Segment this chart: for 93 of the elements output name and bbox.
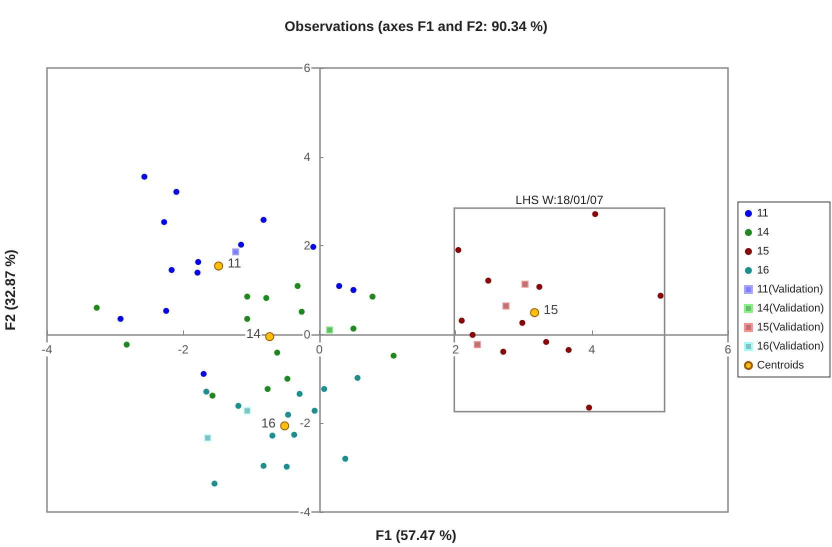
point (260, 216, 267, 223)
point (455, 247, 462, 254)
point (285, 412, 292, 418)
point (118, 316, 124, 322)
point (310, 244, 316, 250)
point (161, 219, 168, 226)
point (326, 326, 334, 334)
point (458, 318, 465, 324)
point (94, 304, 100, 311)
y-tick-label: 0 (304, 327, 311, 342)
point (298, 308, 305, 315)
point (502, 302, 510, 310)
x-tick-label: 2 (452, 342, 460, 356)
point (592, 211, 598, 218)
point (536, 284, 542, 290)
x-tick-label: 0 (316, 342, 324, 356)
point (566, 346, 572, 353)
point (244, 294, 250, 300)
legend-label: 11 (756, 208, 768, 220)
point (173, 188, 180, 195)
y-tick-label: 4 (304, 150, 311, 164)
annotation: 16 (261, 415, 276, 430)
x-tick-label: 6 (724, 342, 732, 356)
legend-label: Centroids (756, 360, 805, 372)
point (200, 370, 207, 377)
point (141, 174, 148, 180)
point (291, 432, 298, 438)
legend-label: 16 (756, 264, 770, 276)
point (312, 408, 318, 414)
y-tick-label: 6 (304, 61, 311, 75)
legend-label: 11(Validation) (756, 284, 824, 296)
x-tick-label: -4 (42, 342, 53, 356)
point (263, 294, 270, 301)
point (350, 287, 356, 293)
y-tick-label: -4 (300, 505, 311, 519)
legend-label: 14(Validation) (756, 302, 824, 314)
point (500, 348, 506, 355)
y-tick-label: 2 (304, 238, 311, 253)
annotation: 11 (228, 256, 242, 271)
point (124, 342, 130, 348)
point (163, 308, 170, 314)
point (274, 350, 280, 356)
point (294, 283, 301, 289)
point (269, 432, 276, 439)
point (280, 421, 290, 430)
point (284, 464, 290, 470)
point (321, 386, 328, 392)
point (232, 248, 240, 256)
point (204, 434, 212, 442)
point (212, 480, 218, 487)
annotation: LHS W:18/01/07 (516, 193, 604, 208)
x-tick-label: 4 (588, 342, 596, 356)
legend-label: 15(Validation) (756, 322, 824, 334)
point (238, 242, 244, 248)
point (244, 407, 251, 414)
legend-label: 14 (756, 226, 770, 238)
point (522, 280, 529, 288)
point (370, 294, 376, 300)
point (354, 374, 361, 381)
point (586, 404, 592, 411)
point (485, 278, 492, 284)
y-tick-label: -2 (300, 416, 311, 430)
point (390, 352, 397, 359)
point (235, 402, 242, 409)
point (168, 267, 175, 274)
point (214, 262, 224, 271)
point (350, 326, 356, 332)
annotation: 15 (544, 302, 558, 318)
point (195, 259, 202, 266)
point (530, 308, 540, 318)
point (296, 390, 303, 397)
y-axis-title: F2 (32.87 %) (2, 250, 18, 330)
point (203, 388, 210, 395)
point (658, 292, 664, 299)
point (209, 392, 216, 399)
annotation: 14 (246, 326, 261, 342)
point (265, 332, 274, 342)
legend-label: 16(Validation) (756, 340, 824, 352)
point (260, 462, 267, 469)
point (244, 316, 250, 322)
point (474, 341, 481, 348)
point (519, 320, 526, 326)
point (194, 270, 200, 276)
point (470, 332, 476, 338)
point (342, 456, 348, 462)
point (336, 283, 342, 289)
legend-label: 15 (756, 246, 770, 258)
chart-title: Observations (axes F1 and F2: 90.34 %) (284, 18, 548, 34)
point (543, 338, 550, 345)
point (264, 386, 271, 392)
x-tick-label: -2 (178, 342, 189, 356)
point (284, 376, 290, 382)
x-axis-title: F1 (57.47 %) (376, 527, 456, 543)
